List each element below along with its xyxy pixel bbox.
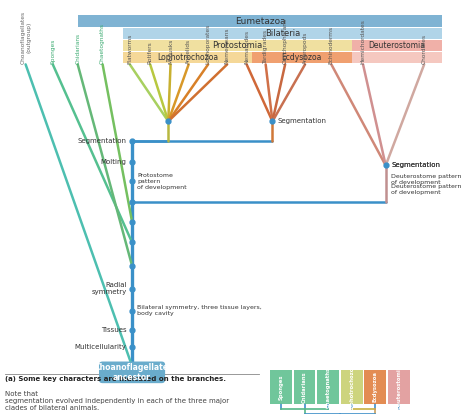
Text: Segmentation: Segmentation — [391, 162, 440, 168]
Text: Choanoflagellates
(outgroup): Choanoflagellates (outgroup) — [20, 11, 31, 64]
Text: Lophotrochozoa: Lophotrochozoa — [349, 363, 354, 411]
Text: Tissues: Tissues — [101, 327, 127, 333]
FancyBboxPatch shape — [99, 362, 165, 383]
Text: Rotifers: Rotifers — [148, 41, 153, 64]
Bar — [252, 52, 352, 63]
Text: Sponges: Sponges — [50, 39, 55, 64]
Text: Echinoderms: Echinoderms — [329, 26, 334, 64]
Bar — [123, 28, 442, 39]
FancyBboxPatch shape — [365, 370, 386, 404]
Text: Radial
symmetry: Radial symmetry — [91, 282, 127, 295]
Text: Cnidarians: Cnidarians — [302, 371, 307, 403]
Text: Bilateria: Bilateria — [265, 29, 300, 38]
Bar — [123, 52, 252, 63]
Text: Nemerteans: Nemerteans — [225, 28, 230, 64]
Text: Multicellularity: Multicellularity — [75, 344, 127, 350]
Text: Cnidarians: Cnidarians — [75, 33, 80, 64]
Text: Lophotrochozoa: Lophotrochozoa — [157, 53, 218, 62]
FancyBboxPatch shape — [341, 370, 363, 404]
Text: Flatworms: Flatworms — [128, 34, 132, 64]
Text: Chordates: Chordates — [422, 34, 427, 64]
Bar — [78, 15, 442, 27]
Text: Lophoporates: Lophoporates — [206, 24, 210, 64]
Text: Ecdysozoa: Ecdysozoa — [282, 53, 322, 62]
FancyBboxPatch shape — [270, 370, 292, 404]
Text: Protostome
pattern
of development: Protostome pattern of development — [137, 173, 187, 190]
Text: (a) Some key characters are indicated on the branches.: (a) Some key characters are indicated on… — [5, 376, 226, 382]
Text: Sponges: Sponges — [279, 374, 283, 400]
Text: Bilateral symmetry, three tissue layers,
body cavity: Bilateral symmetry, three tissue layers,… — [137, 305, 262, 316]
Text: Hemichordates: Hemichordates — [361, 19, 365, 64]
Text: Chaetognaths: Chaetognaths — [326, 367, 331, 407]
Bar — [352, 40, 442, 51]
FancyBboxPatch shape — [317, 370, 339, 404]
Text: Protostomia: Protostomia — [212, 41, 263, 50]
Text: Deuterostome pattern
of development: Deuterostome pattern of development — [391, 174, 462, 185]
Bar — [123, 40, 352, 51]
Text: Mollusks: Mollusks — [168, 39, 173, 64]
Text: Ecdysozoa: Ecdysozoa — [373, 372, 378, 402]
Text: Nematodes: Nematodes — [244, 30, 249, 64]
Text: Eumetazoa: Eumetazoa — [235, 17, 285, 25]
Text: Tardigrades: Tardigrades — [263, 30, 268, 64]
Text: Arthropods: Arthropods — [302, 32, 308, 64]
Text: Deuterostome pattern
of development: Deuterostome pattern of development — [391, 184, 462, 195]
Text: Note that
segmentation evolved independently in each of the three major
clades o: Note that segmentation evolved independe… — [5, 391, 229, 411]
Text: Annelids: Annelids — [186, 39, 191, 64]
Text: Molting: Molting — [101, 159, 127, 165]
Text: Segmentation: Segmentation — [391, 162, 440, 168]
Text: Segmentation: Segmentation — [278, 118, 327, 124]
Text: Segmentation: Segmentation — [78, 138, 127, 144]
Text: Choanoflagellate
ancestor: Choanoflagellate ancestor — [95, 363, 169, 382]
Text: Chaetognaths: Chaetognaths — [100, 23, 105, 64]
Text: Deuterostomia: Deuterostomia — [368, 41, 426, 50]
FancyBboxPatch shape — [294, 370, 316, 404]
Text: Deuterostomia: Deuterostomia — [396, 365, 401, 409]
FancyBboxPatch shape — [388, 370, 410, 404]
Bar — [352, 52, 442, 63]
Text: Onychophorans: Onychophorans — [283, 18, 288, 64]
